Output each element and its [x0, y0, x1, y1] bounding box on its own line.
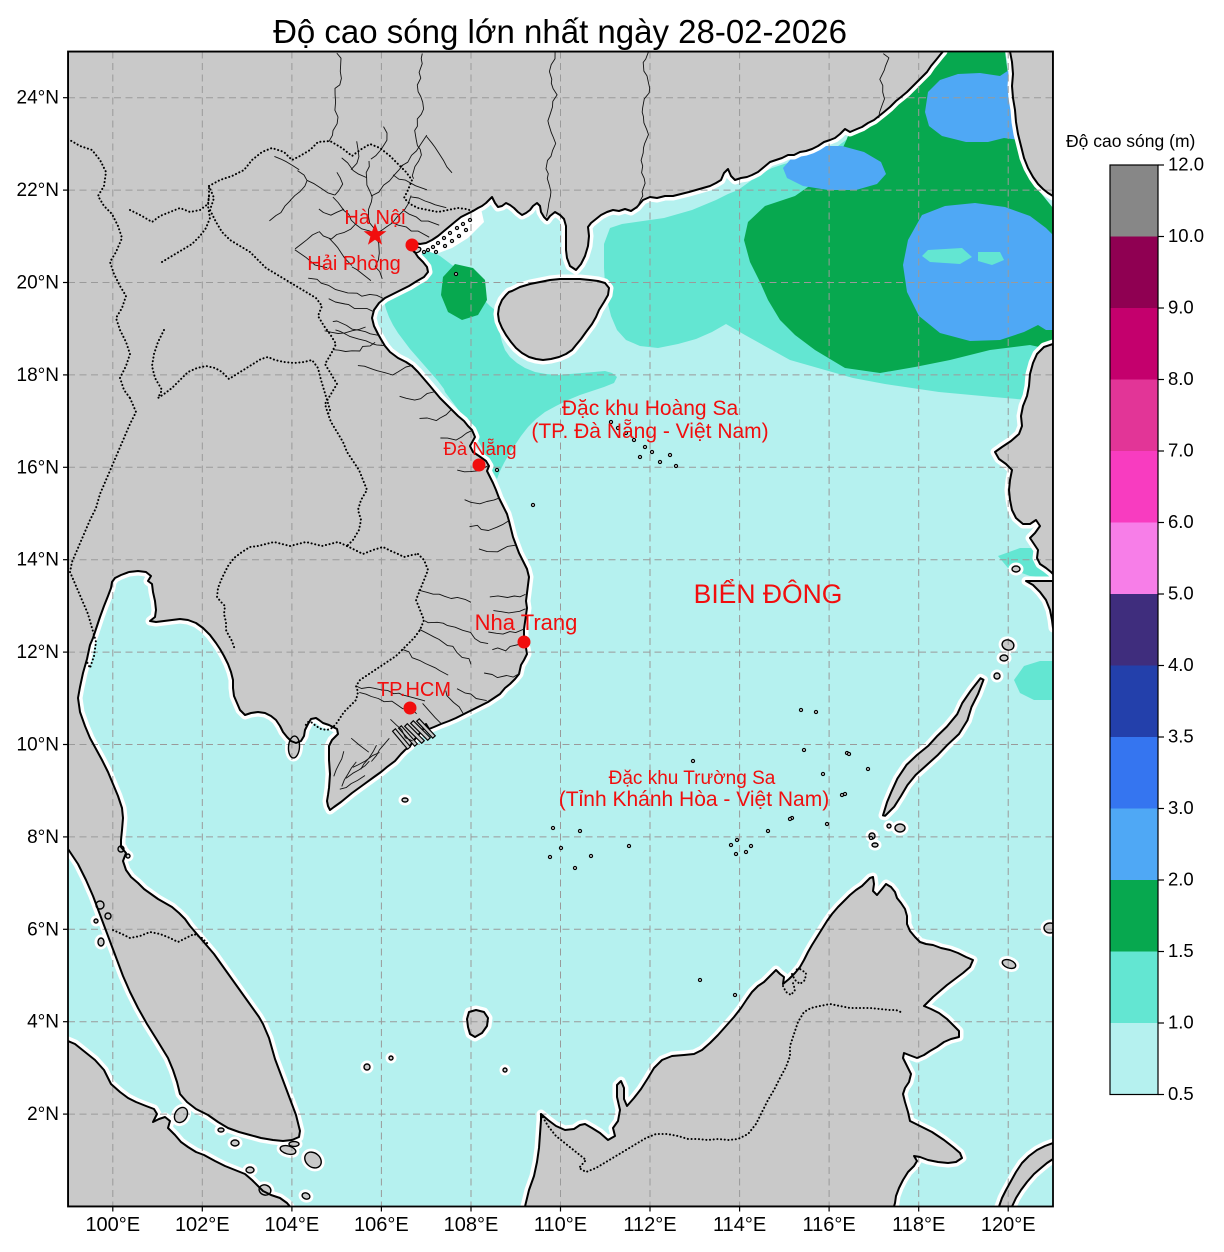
svg-text:1.0: 1.0 — [1168, 1012, 1194, 1033]
svg-text:120°E: 120°E — [981, 1214, 1036, 1236]
svg-text:104°E: 104°E — [265, 1214, 320, 1236]
svg-text:14°N: 14°N — [17, 550, 59, 571]
svg-text:12.0: 12.0 — [1168, 154, 1204, 175]
svg-text:3.5: 3.5 — [1168, 726, 1194, 747]
svg-text:108°E: 108°E — [444, 1214, 499, 1236]
svg-text:2°N: 2°N — [27, 1104, 59, 1125]
svg-text:5.0: 5.0 — [1168, 583, 1194, 604]
svg-text:BIỂN ĐÔNG: BIỂN ĐÔNG — [694, 579, 843, 609]
svg-text:2.0: 2.0 — [1168, 869, 1194, 890]
svg-text:Nha Trang: Nha Trang — [475, 610, 578, 635]
svg-text:TP.HCM: TP.HCM — [377, 679, 451, 701]
svg-text:22°N: 22°N — [17, 180, 59, 201]
svg-text:106°E: 106°E — [354, 1214, 409, 1236]
svg-text:Độ cao sóng (m): Độ cao sóng (m) — [1066, 131, 1195, 151]
svg-text:118°E: 118°E — [892, 1214, 945, 1236]
svg-text:8.0: 8.0 — [1168, 368, 1194, 389]
svg-text:9.0: 9.0 — [1168, 297, 1194, 318]
svg-text:Đặc khu Trường Sa: Đặc khu Trường Sa — [609, 768, 776, 789]
svg-text:Độ cao sóng lớn nhất ngày 28-0: Độ cao sóng lớn nhất ngày 28-02-2026 — [273, 13, 847, 50]
svg-text:6°N: 6°N — [27, 919, 59, 940]
svg-text:8°N: 8°N — [27, 827, 59, 848]
svg-text:0.5: 0.5 — [1168, 1083, 1194, 1104]
svg-text:(TP. Đà Nẵng - Việt Nam): (TP. Đà Nẵng - Việt Nam) — [531, 420, 768, 443]
svg-text:18°N: 18°N — [17, 365, 59, 386]
svg-text:16°N: 16°N — [17, 457, 59, 478]
svg-text:4°N: 4°N — [27, 1012, 59, 1033]
svg-text:3.0: 3.0 — [1168, 797, 1194, 818]
svg-text:6.0: 6.0 — [1168, 511, 1194, 532]
svg-text:4.0: 4.0 — [1168, 654, 1194, 675]
svg-text:116°E: 116°E — [802, 1214, 855, 1236]
svg-text:7.0: 7.0 — [1168, 440, 1194, 461]
svg-text:Hải Phòng: Hải Phòng — [307, 253, 400, 275]
svg-text:112°E: 112°E — [623, 1214, 676, 1236]
svg-text:1.5: 1.5 — [1168, 940, 1194, 961]
svg-text:12°N: 12°N — [17, 642, 59, 663]
svg-text:100°E: 100°E — [85, 1214, 140, 1236]
svg-text:102°E: 102°E — [175, 1214, 230, 1236]
svg-text:Hà Nội: Hà Nội — [344, 207, 405, 229]
svg-text:110°E: 110°E — [534, 1214, 587, 1236]
svg-text:114°E: 114°E — [713, 1214, 766, 1236]
svg-text:20°N: 20°N — [17, 273, 59, 294]
svg-text:Đặc khu Hoàng Sa: Đặc khu Hoàng Sa — [562, 397, 739, 420]
svg-text:(Tỉnh Khánh Hòa - Việt Nam): (Tỉnh Khánh Hòa - Việt Nam) — [559, 788, 829, 811]
svg-text:10.0: 10.0 — [1168, 225, 1204, 246]
svg-text:24°N: 24°N — [17, 88, 59, 109]
svg-text:Đà Nẵng: Đà Nẵng — [443, 438, 516, 459]
svg-text:10°N: 10°N — [17, 735, 59, 756]
